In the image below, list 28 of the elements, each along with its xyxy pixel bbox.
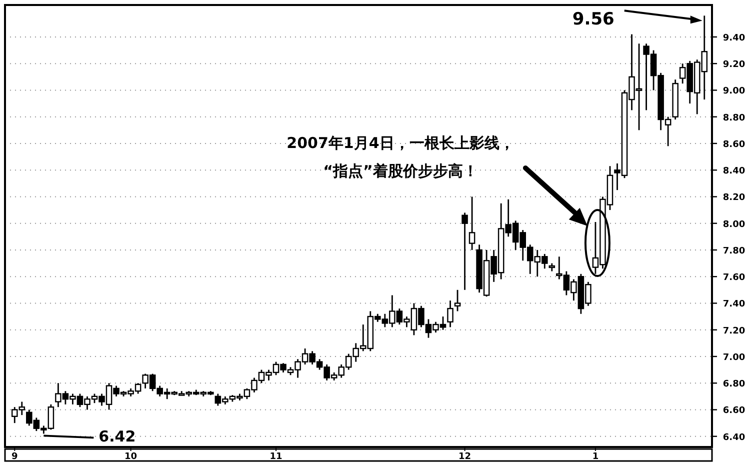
y-tick-label: 7.20 (722, 326, 746, 336)
x-tick-label: 10 (124, 452, 138, 462)
annotation: 2007年1月4日，一根长上影线，“指点”着股价步步高！ (286, 134, 514, 180)
y-tick-label: 7.80 (722, 246, 746, 256)
candlestick (468, 196, 476, 251)
y-tick-label: 6.60 (722, 406, 746, 416)
y-tick-label: 7.60 (722, 273, 746, 284)
y-tick-label: 9.00 (722, 86, 746, 97)
x-tick-label: 11 (270, 452, 282, 462)
y-tick-label: 6.80 (722, 380, 746, 390)
x-tick-label: 9 (11, 452, 18, 462)
y-tick-label: 8.00 (722, 220, 746, 230)
candlestick (447, 300, 454, 328)
y-tick-label: 6.40 (722, 432, 746, 443)
y-tick-label: 9.20 (722, 60, 746, 70)
y-tick-label: 8.20 (722, 193, 746, 204)
x-tick-label: 1 (592, 452, 599, 462)
y-tick-label: 8.60 (722, 140, 746, 150)
candlestick (454, 289, 461, 312)
annotation: 9.56 (572, 10, 614, 30)
y-tick-label: 8.80 (722, 113, 746, 124)
y-tick-label: 7.40 (722, 300, 746, 310)
annotation: 6.42 (98, 428, 136, 446)
candlestick (462, 212, 468, 291)
y-tick-label: 8.40 (722, 166, 746, 177)
y-tick-label: 7.00 (722, 352, 746, 363)
y-tick-label: 9.40 (722, 33, 746, 44)
x-tick-label: 12 (458, 452, 472, 462)
